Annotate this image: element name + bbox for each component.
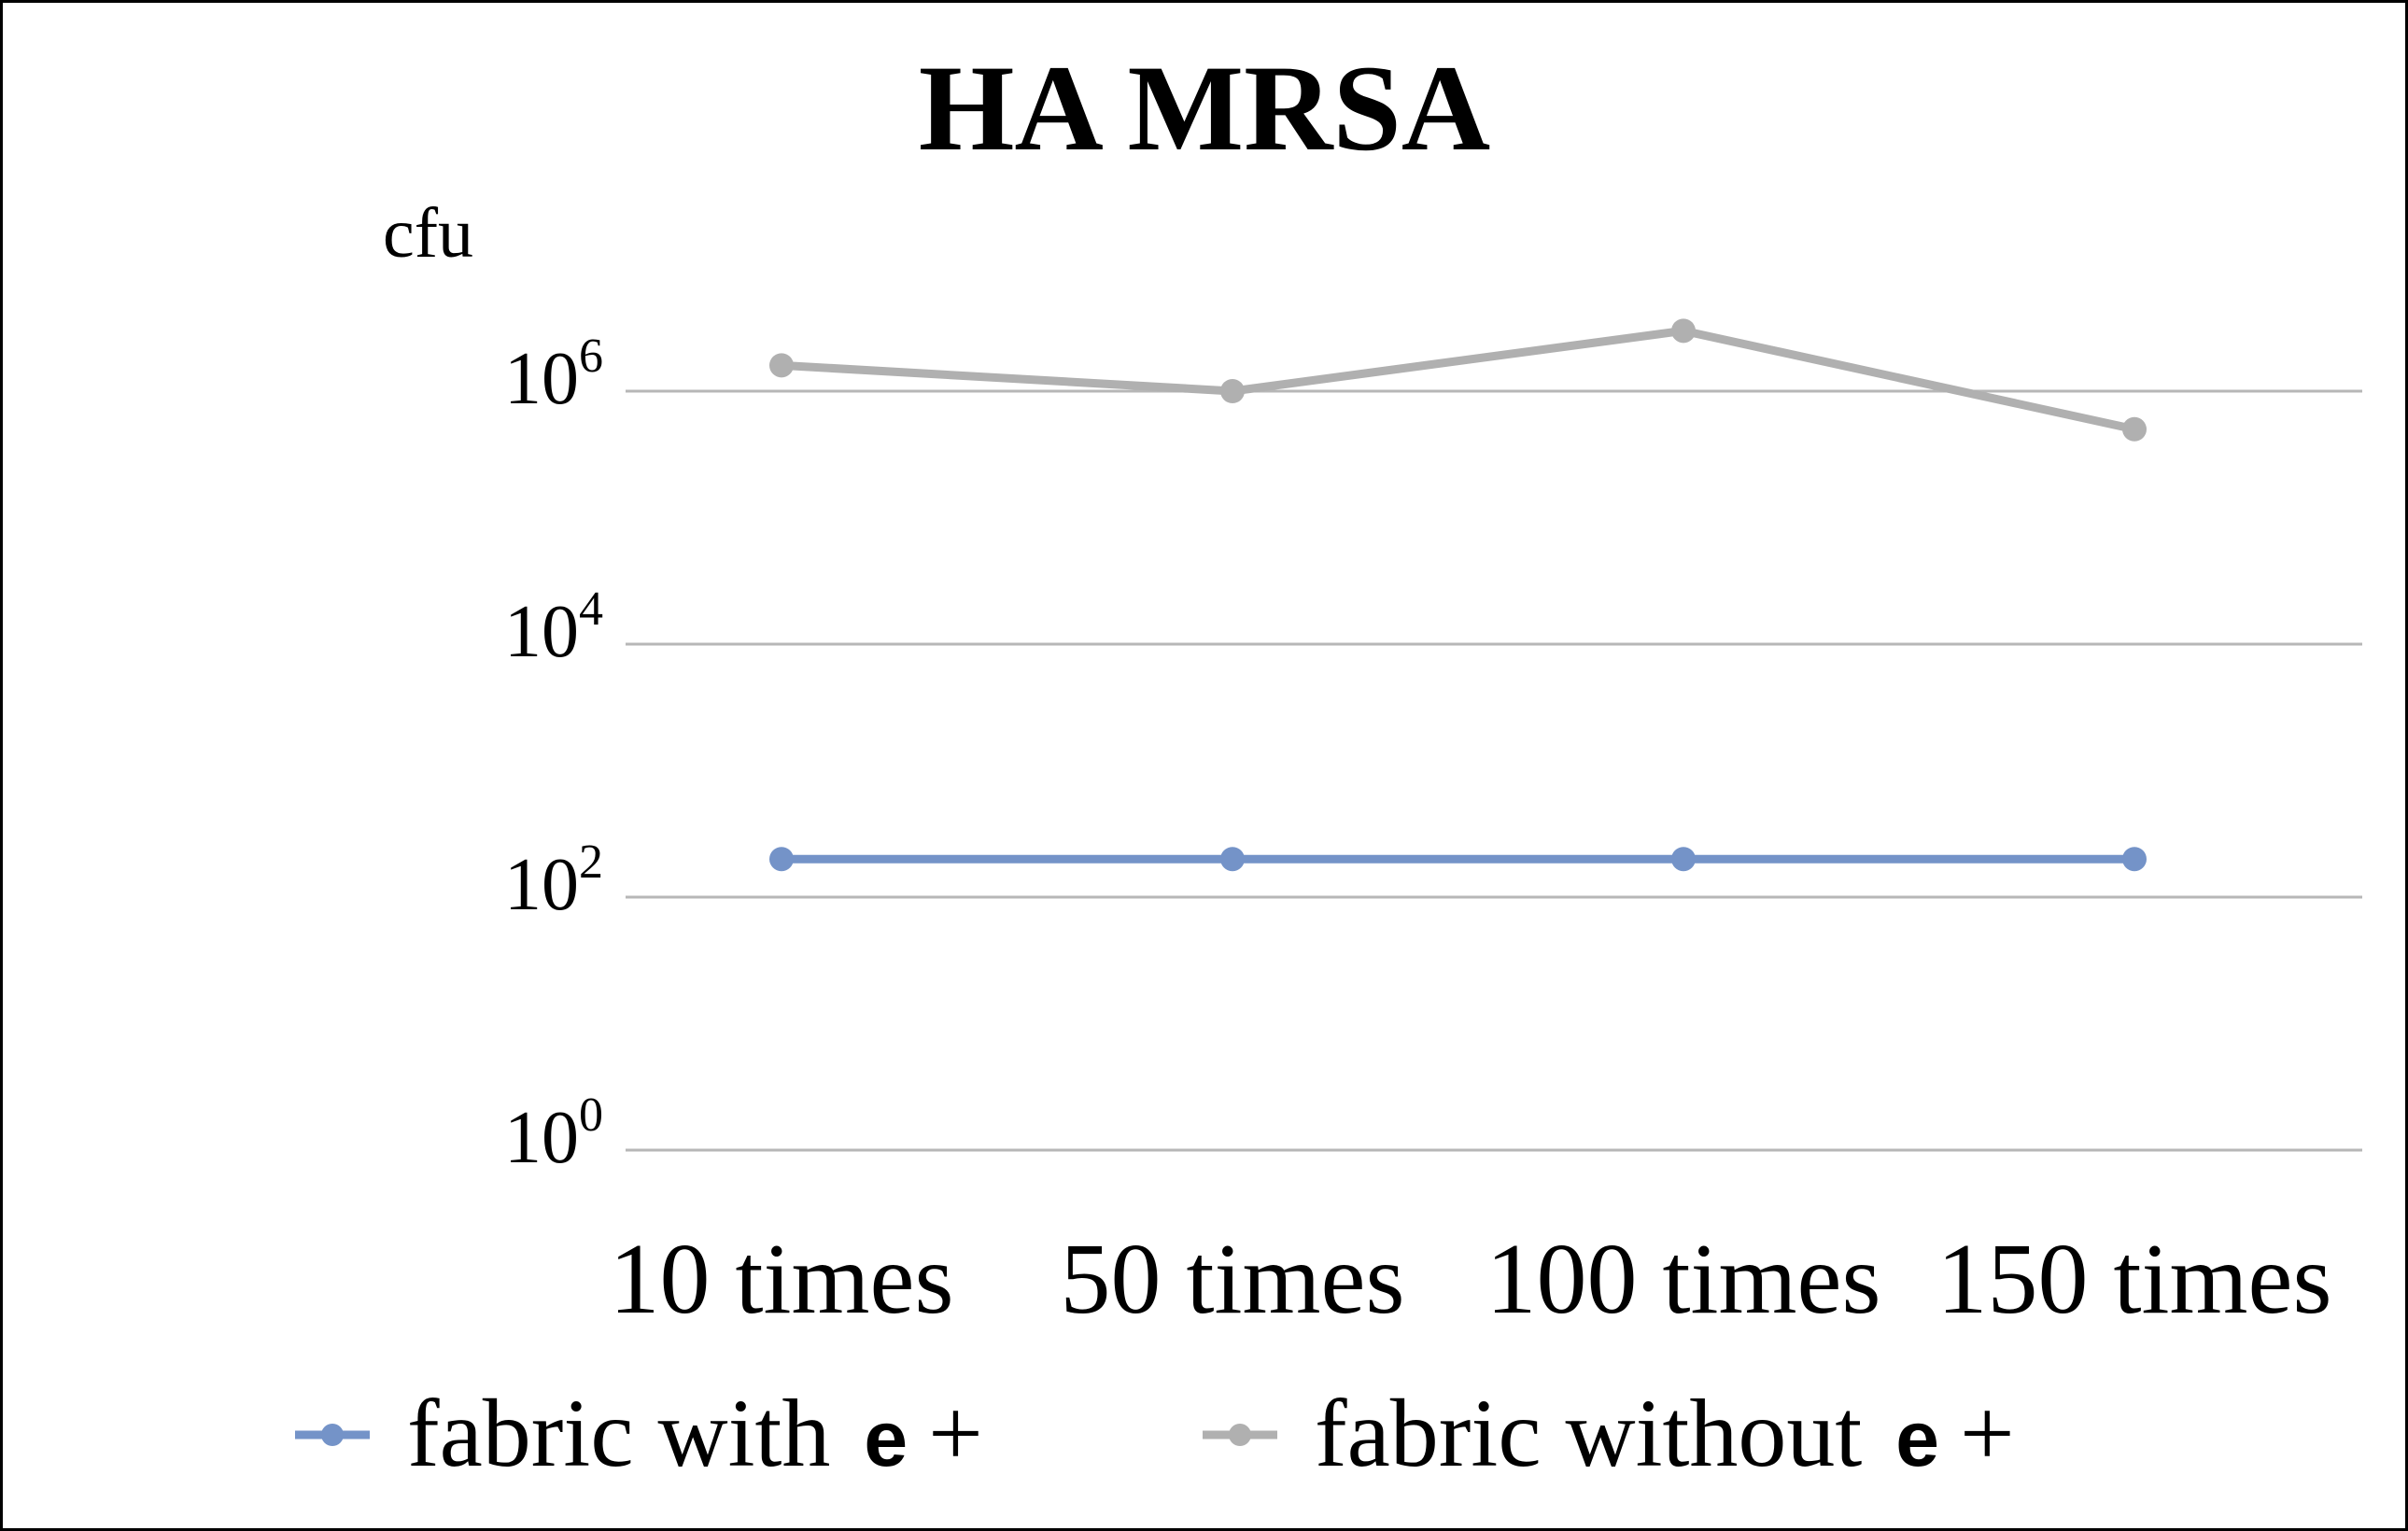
legend-label-symbol: e — [864, 1395, 908, 1482]
y-tick-exponent: 2 — [579, 836, 603, 889]
y-tick-exponent: 6 — [579, 330, 603, 383]
legend: fabric with e + fabric without e + — [295, 1380, 2015, 1487]
legend-label-symbol: e — [1895, 1395, 1939, 1482]
x-tick-label: 150 times — [1937, 1224, 2332, 1335]
legend-swatch-marker — [1229, 1424, 1251, 1446]
data-point-series1-1 — [1220, 379, 1245, 403]
data-point-series0-2 — [1671, 847, 1696, 872]
legend-label-main: fabric without — [1315, 1380, 1862, 1487]
y-tick-exponent: 4 — [579, 583, 603, 636]
legend-label-tail: + — [1960, 1380, 2015, 1487]
y-tick-label: 102 — [504, 836, 603, 926]
legend-label: fabric without e + — [1315, 1380, 2015, 1487]
legend-label: fabric with e + — [407, 1380, 983, 1487]
chart-title: HA MRSA — [919, 39, 1490, 176]
x-tick-label: 100 times — [1486, 1224, 1881, 1335]
data-point-series0-0 — [769, 847, 794, 872]
y-tick-base: 10 — [504, 1097, 579, 1179]
y-axis-label: cfu — [383, 194, 473, 273]
y-tick-base: 10 — [504, 591, 579, 673]
y-tick-base: 10 — [504, 338, 579, 420]
x-tick-label: 50 times — [1061, 1224, 1405, 1335]
y-tick-exponent: 0 — [579, 1089, 603, 1142]
data-point-series1-0 — [769, 353, 794, 378]
y-tick-label: 100 — [504, 1089, 603, 1179]
legend-swatch-marker — [321, 1424, 344, 1446]
legend-label-main: fabric with — [407, 1380, 830, 1487]
series-lines — [769, 318, 2147, 872]
series-line-1 — [781, 326, 2135, 434]
y-tick-base: 10 — [504, 844, 579, 926]
data-point-series1-2 — [1671, 318, 1696, 344]
x-tick-labels: 10 times 50 times 100 times 150 times — [610, 1224, 2332, 1335]
data-point-series1-3 — [2122, 416, 2147, 442]
legend-label-tail: + — [928, 1380, 983, 1487]
y-tick-label: 104 — [504, 583, 603, 673]
x-tick-label: 10 times — [610, 1224, 954, 1335]
data-point-series0-1 — [1220, 847, 1245, 872]
gridlines — [626, 389, 2362, 1152]
data-point-series0-3 — [2122, 847, 2147, 872]
y-tick-label: 106 — [504, 330, 603, 420]
